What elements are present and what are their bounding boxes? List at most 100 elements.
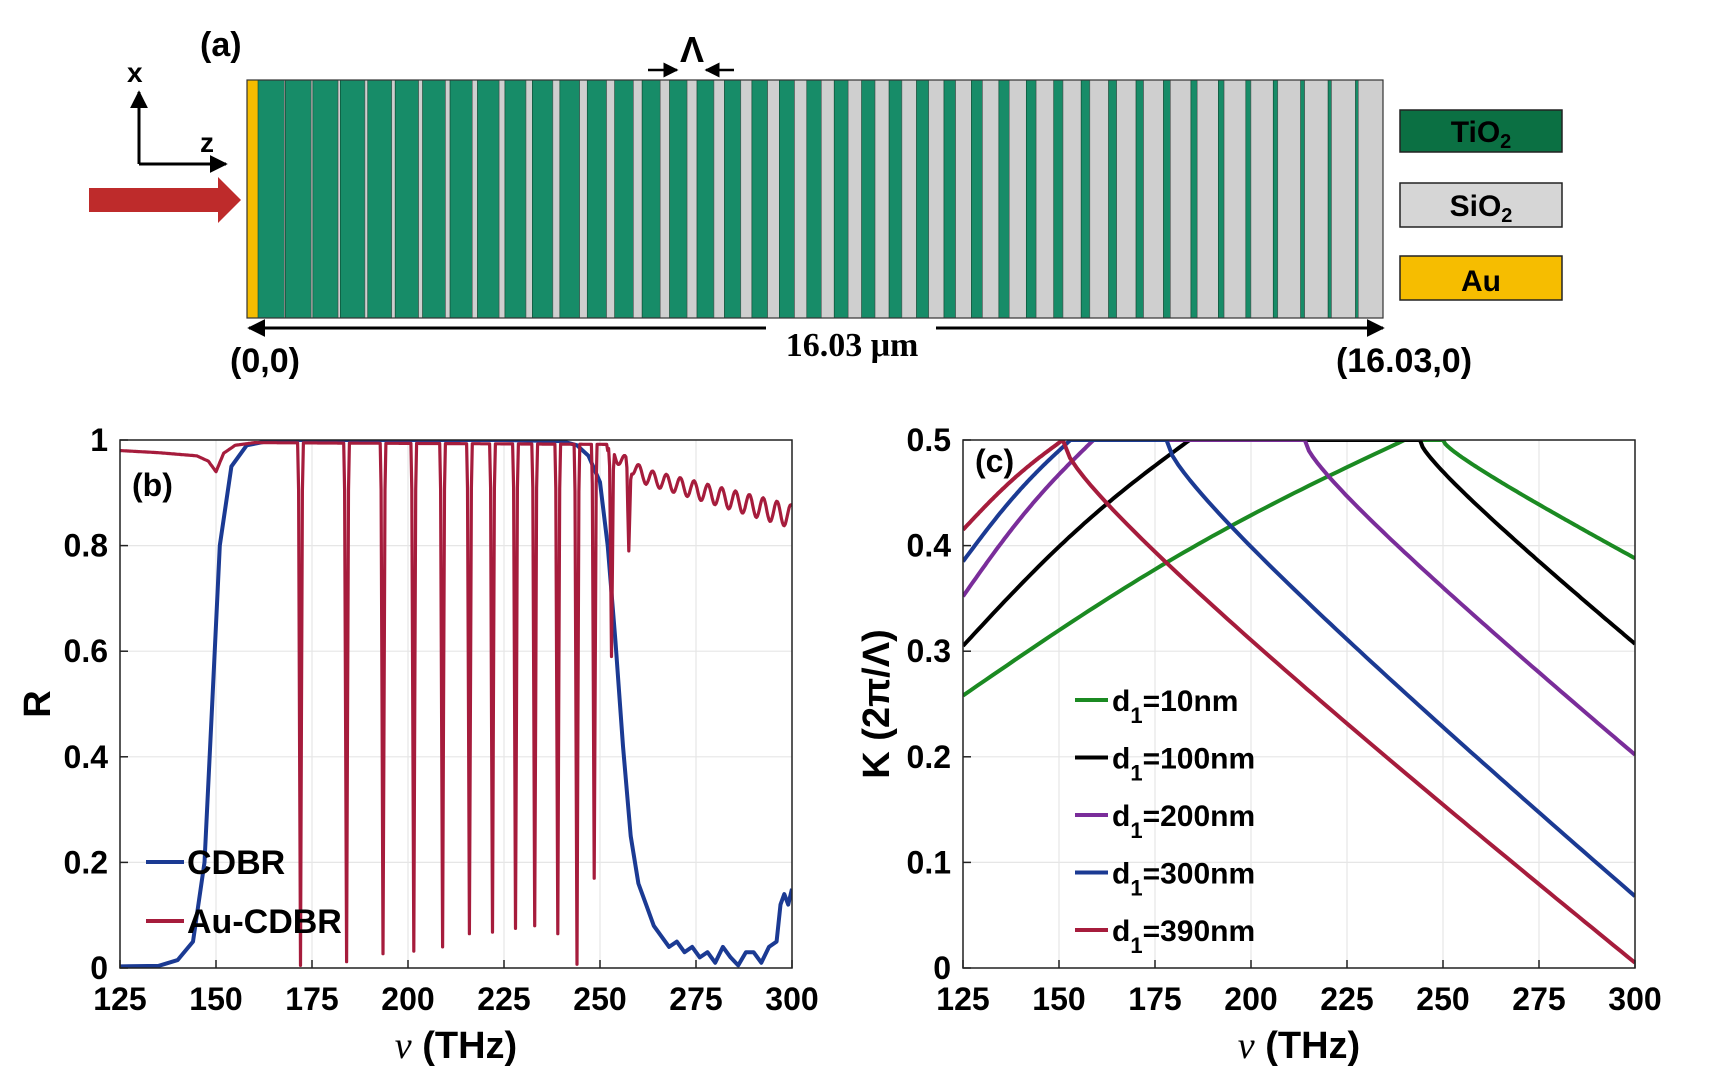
tio2-layer bbox=[971, 79, 983, 319]
sio2-layer bbox=[928, 79, 945, 319]
x-tick-label: 300 bbox=[1608, 981, 1661, 1017]
tio2-layer bbox=[1053, 79, 1064, 319]
plot-b-panel-label: (b) bbox=[132, 467, 173, 503]
plot-b-xlabel: ν (THz) bbox=[395, 1025, 517, 1067]
origin-label: (0,0) bbox=[230, 342, 300, 380]
sio2-layer bbox=[874, 79, 890, 319]
y-tick-label: 0.5 bbox=[907, 422, 951, 458]
sio2-layer bbox=[337, 79, 341, 319]
tio2-layer bbox=[504, 79, 527, 319]
legend-sio2: SiO2 bbox=[1399, 182, 1563, 228]
sio2-layer bbox=[1358, 79, 1384, 319]
tio2-layer bbox=[1108, 79, 1117, 319]
legend-au: Au bbox=[1399, 255, 1563, 301]
tio2-layer bbox=[1190, 79, 1198, 319]
x-tick-label: 275 bbox=[1512, 981, 1565, 1017]
stack-outline bbox=[246, 79, 1384, 319]
series-d1-line bbox=[963, 440, 1635, 648]
y-tick-label: 0.4 bbox=[64, 739, 109, 775]
series-au-cdbr-line bbox=[120, 441, 792, 967]
tio2-layer bbox=[394, 79, 419, 319]
y-tick-label: 0.8 bbox=[64, 528, 108, 564]
sio2-layer bbox=[471, 79, 478, 319]
tio2-layer bbox=[861, 79, 876, 319]
tio2-layer bbox=[285, 79, 312, 319]
tio2-layer bbox=[998, 79, 1010, 319]
plot-c-series bbox=[963, 440, 1635, 965]
tio2-layer bbox=[1025, 79, 1037, 319]
legend-cdbr-label: CDBR bbox=[187, 844, 285, 882]
tio2-layer bbox=[1080, 79, 1091, 319]
sio2-layer bbox=[1250, 79, 1274, 319]
sio2-layer bbox=[901, 79, 917, 319]
x-tick-label: 150 bbox=[189, 981, 242, 1017]
sio2-layer bbox=[418, 79, 423, 319]
sio2-layer bbox=[794, 79, 808, 319]
tio2-layer bbox=[943, 79, 956, 319]
y-tick-label: 0.4 bbox=[907, 528, 952, 564]
au-layer bbox=[247, 80, 258, 318]
plot-b-legend: CDBR Au-CDBR bbox=[146, 844, 342, 941]
sio2-layer bbox=[740, 79, 753, 319]
tio2-layer bbox=[1218, 79, 1225, 319]
tio2-layer bbox=[1245, 79, 1252, 319]
y-tick-label: 1 bbox=[90, 422, 108, 458]
axis-z-label: z bbox=[200, 127, 214, 158]
coordinate-axes: x z bbox=[127, 57, 228, 173]
svg-text:SiO2: SiO2 bbox=[1450, 190, 1513, 227]
end-label: (16.03,0) bbox=[1336, 342, 1472, 380]
x-tick-label: 275 bbox=[669, 981, 722, 1017]
sio2-layer bbox=[1196, 79, 1219, 319]
sio2-layer bbox=[1008, 79, 1027, 319]
tio2-layer bbox=[614, 79, 634, 319]
sio2-layer bbox=[579, 79, 588, 319]
tio2-layer bbox=[422, 79, 446, 319]
svg-text:TiO2: TiO2 bbox=[1451, 116, 1512, 153]
panel-a-label: (a) bbox=[200, 26, 242, 64]
tio2-layer bbox=[1163, 79, 1171, 319]
series-cdbr-line bbox=[120, 440, 792, 968]
sio2-layer bbox=[552, 79, 561, 319]
x-tick-label: 225 bbox=[477, 981, 530, 1017]
plot-c-xlabel: ν (THz) bbox=[1238, 1025, 1360, 1067]
axis-x-label: x bbox=[127, 57, 143, 88]
length-dimension: 16.03 μm (0,0) (16.03,0) bbox=[230, 319, 1472, 380]
sio2-layer bbox=[1116, 79, 1137, 319]
tio2-layer bbox=[477, 79, 500, 319]
legend-d1-label: d1=300nm bbox=[1112, 858, 1255, 901]
tio2-layer bbox=[1327, 79, 1332, 319]
x-tick-label: 125 bbox=[936, 981, 989, 1017]
sio2-layer bbox=[821, 79, 835, 319]
legend-d1-label: d1=200nm bbox=[1112, 800, 1255, 843]
sio2-layer bbox=[525, 79, 533, 319]
sio2-layer bbox=[982, 79, 1000, 319]
sio2-layer bbox=[1062, 79, 1082, 319]
legend-au-cdbr-label: Au-CDBR bbox=[187, 903, 342, 941]
sio2-layer bbox=[847, 79, 862, 319]
plot-c-legend: d1=10nm d1=100nm d1=200nm d1=300nm d1=390nm bbox=[1075, 685, 1255, 958]
legend-d1-label: d1=100nm bbox=[1112, 743, 1255, 786]
tio2-layer bbox=[833, 79, 849, 319]
plot-c-panel-label: (c) bbox=[975, 443, 1014, 479]
series-d1-line bbox=[963, 440, 1635, 965]
tio2-layer bbox=[888, 79, 903, 319]
tio2-layer bbox=[1355, 79, 1359, 319]
panel-c: 125 150 175 200 225 250 275 300 0 0.1 0.2 0.3 0.4 0.5… bbox=[856, 422, 1662, 1067]
x-tick-label: 175 bbox=[1128, 981, 1181, 1017]
tio2-layer bbox=[1300, 79, 1305, 319]
y-tick-label: 0.2 bbox=[907, 739, 951, 775]
panel-b: 125 150 175 200 225 250 275 300 0 0.2 0.4 0.6 0.8 1 (… bbox=[17, 422, 819, 1067]
plot-c-ylabel: K (2π/Λ) bbox=[856, 629, 898, 778]
tio2-layer bbox=[257, 79, 285, 319]
layer-stack bbox=[246, 79, 1384, 319]
period-marker: Λ bbox=[648, 29, 734, 78]
sio2-layer bbox=[767, 79, 780, 319]
sio2-layer bbox=[1035, 79, 1055, 319]
sio2-layer bbox=[686, 79, 698, 319]
sio2-layer bbox=[606, 79, 616, 319]
incident-light-arrow bbox=[89, 177, 241, 223]
x-tick-label: 200 bbox=[381, 981, 434, 1017]
length-label: 16.03 μm bbox=[786, 327, 919, 364]
x-tick-label: 150 bbox=[1032, 981, 1085, 1017]
sio2-layer bbox=[391, 79, 396, 319]
